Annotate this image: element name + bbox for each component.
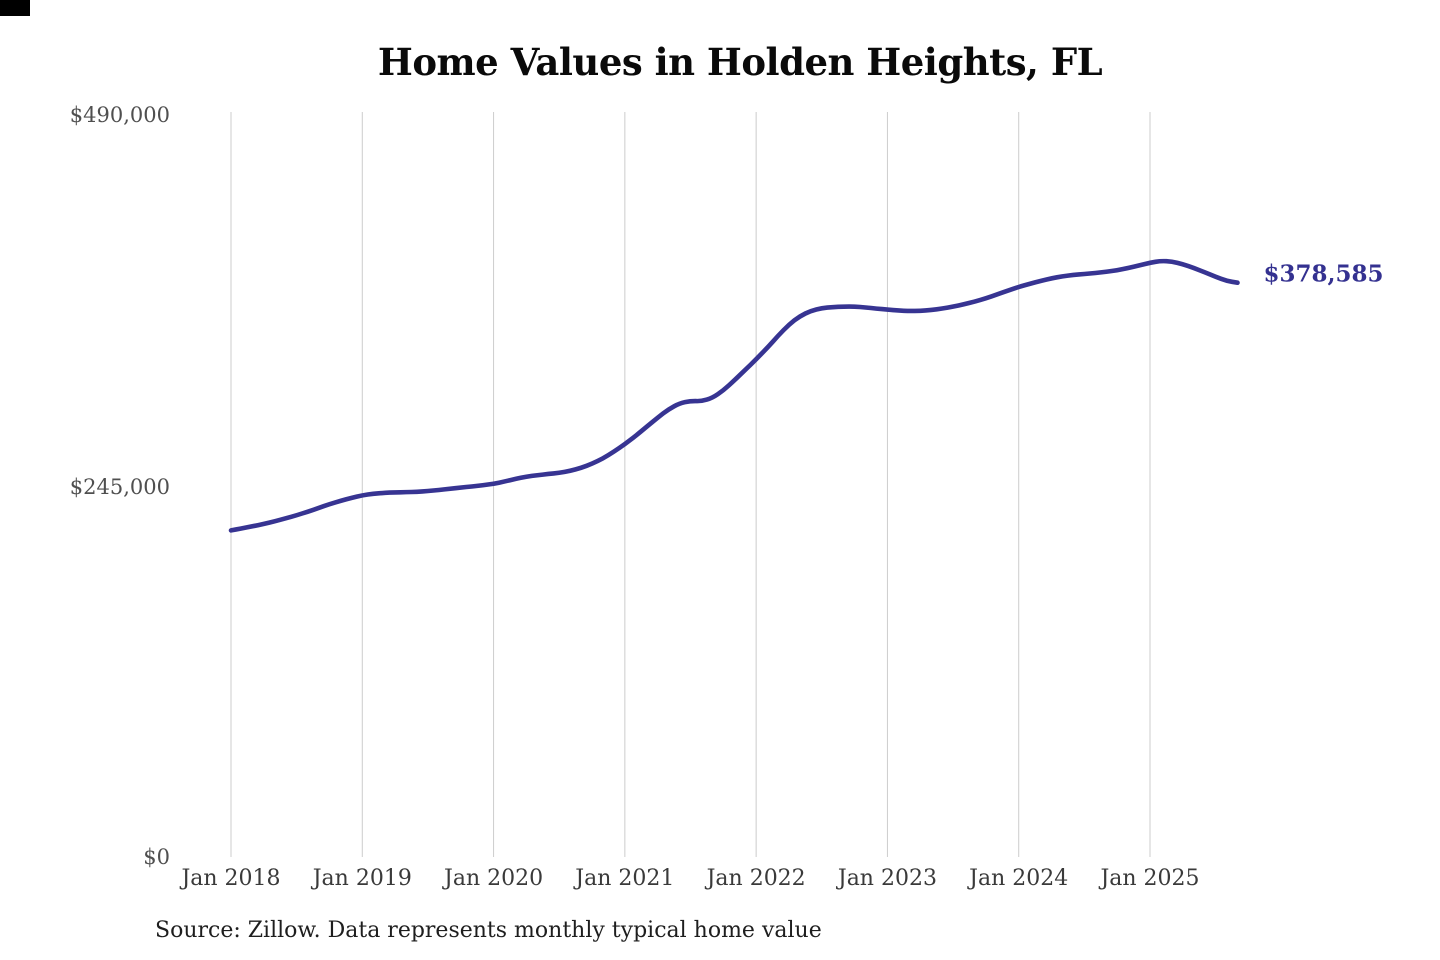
- x-tick-label: Jan 2019: [312, 866, 412, 891]
- y-tick-label-490000: $490,000: [69, 103, 170, 127]
- x-tick-label: Jan 2023: [837, 866, 937, 891]
- corner-mark: [0, 0, 30, 16]
- y-tick-label-245000: $245,000: [69, 475, 170, 499]
- x-tick-label: Jan 2022: [706, 866, 806, 891]
- chart-title: Home Values in Holden Heights, FL: [377, 40, 1103, 84]
- x-tick-label: Jan 2020: [444, 866, 544, 891]
- source-note: Source: Zillow. Data represents monthly …: [155, 918, 822, 943]
- home-value-line: [228, 258, 1240, 533]
- latest-value-label: $378,585: [1263, 260, 1384, 288]
- x-tick-label: Jan 2024: [969, 866, 1069, 891]
- x-tick-label: Jan 2021: [575, 866, 675, 891]
- y-tick-label-0: $0: [143, 845, 170, 869]
- x-tick-label: Jan 2025: [1100, 866, 1200, 891]
- x-tick-label: Jan 2018: [181, 866, 281, 891]
